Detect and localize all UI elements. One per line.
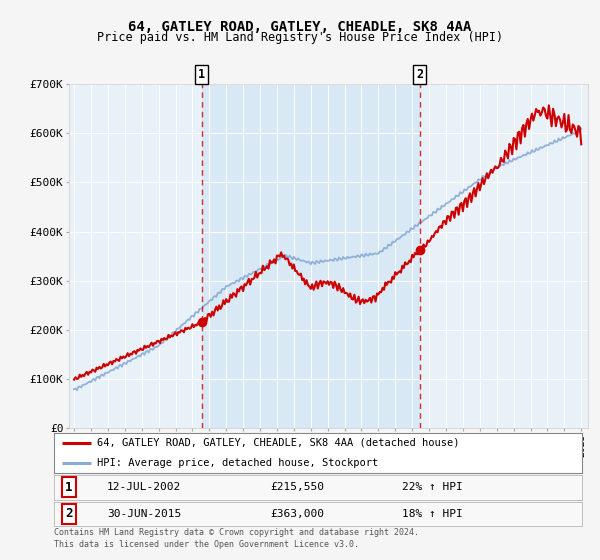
Text: 12-JUL-2002: 12-JUL-2002 [107,483,181,492]
Bar [202,84,420,428]
Text: 1: 1 [198,68,205,81]
Text: Price paid vs. HM Land Registry's House Price Index (HPI): Price paid vs. HM Land Registry's House … [97,31,503,44]
Text: 18% ↑ HPI: 18% ↑ HPI [403,509,463,519]
Text: HPI: Average price, detached house, Stockport: HPI: Average price, detached house, Stoc… [97,458,379,468]
Text: £215,550: £215,550 [271,483,325,492]
Text: 30-JUN-2015: 30-JUN-2015 [107,509,181,519]
Text: This data is licensed under the Open Government Licence v3.0.: This data is licensed under the Open Gov… [54,540,359,549]
Text: 64, GATLEY ROAD, GATLEY, CHEADLE, SK8 4AA: 64, GATLEY ROAD, GATLEY, CHEADLE, SK8 4A… [128,20,472,34]
Text: 64, GATLEY ROAD, GATLEY, CHEADLE, SK8 4AA (detached house): 64, GATLEY ROAD, GATLEY, CHEADLE, SK8 4A… [97,438,460,448]
Text: 1: 1 [65,481,73,494]
Text: £363,000: £363,000 [271,509,325,519]
Text: 22% ↑ HPI: 22% ↑ HPI [403,483,463,492]
Text: 2: 2 [416,68,424,81]
Text: Contains HM Land Registry data © Crown copyright and database right 2024.: Contains HM Land Registry data © Crown c… [54,528,419,537]
Text: 2: 2 [65,507,73,520]
